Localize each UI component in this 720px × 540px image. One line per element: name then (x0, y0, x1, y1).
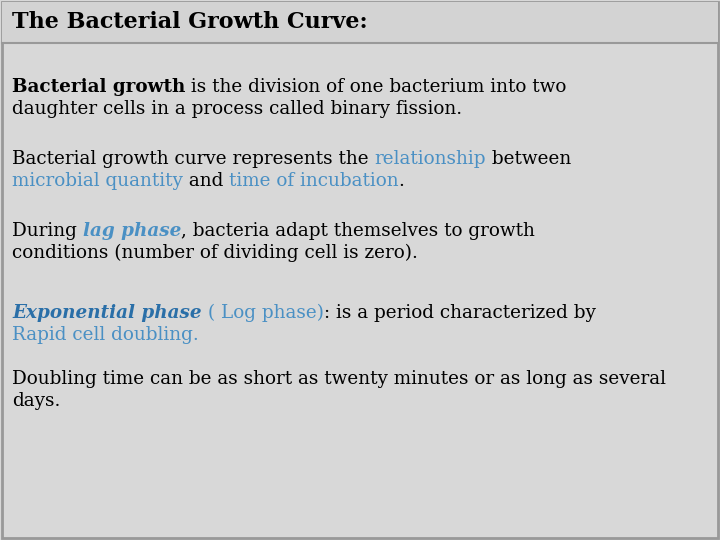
Text: daughter cells in a process called binary fission.: daughter cells in a process called binar… (12, 100, 462, 118)
Text: , bacteria adapt themselves to growth: , bacteria adapt themselves to growth (181, 222, 535, 240)
Text: conditions (number of dividing cell is zero).: conditions (number of dividing cell is z… (12, 244, 418, 262)
Bar (2, 2, 718, 43)
Text: relationship: relationship (374, 150, 486, 168)
Text: Doubling time can be as short as twenty minutes or as long as several: Doubling time can be as short as twenty … (12, 370, 666, 388)
Text: between: between (486, 150, 571, 168)
Text: is the division of one bacterium into two: is the division of one bacterium into tw… (185, 78, 567, 96)
Text: lag phase: lag phase (83, 222, 181, 240)
Text: microbial quantity: microbial quantity (12, 172, 183, 190)
Text: During: During (12, 222, 83, 240)
Text: .: . (399, 172, 405, 190)
Text: The Bacterial Growth Curve:: The Bacterial Growth Curve: (12, 11, 368, 33)
Text: Exponential phase: Exponential phase (12, 304, 202, 322)
Text: ( Log phase): ( Log phase) (202, 304, 323, 322)
Text: : is a period characterized by: : is a period characterized by (323, 304, 595, 322)
Text: Bacterial growth: Bacterial growth (12, 78, 185, 96)
Text: time of incubation: time of incubation (229, 172, 399, 190)
Text: and: and (183, 172, 229, 190)
Text: Bacterial growth curve represents the: Bacterial growth curve represents the (12, 150, 374, 168)
Text: days.: days. (12, 392, 60, 410)
Text: Rapid cell doubling.: Rapid cell doubling. (12, 326, 199, 344)
